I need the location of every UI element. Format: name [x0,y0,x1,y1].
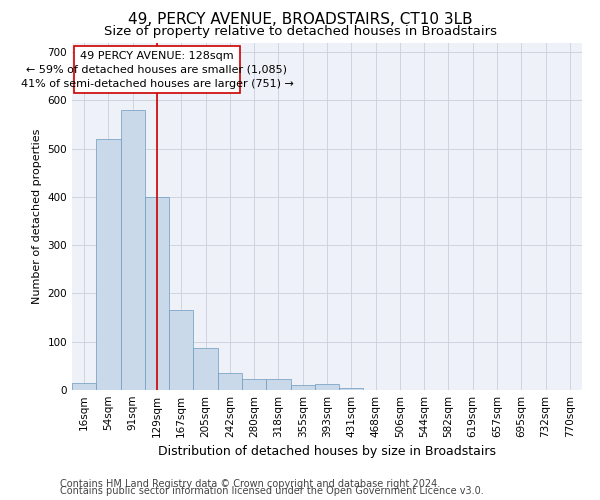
Bar [242,380,266,390]
Bar [72,383,96,390]
Y-axis label: Number of detached properties: Number of detached properties [32,128,42,304]
Text: Contains HM Land Registry data © Crown copyright and database right 2024.: Contains HM Land Registry data © Crown c… [60,479,440,489]
Bar [169,310,193,390]
Bar [145,197,169,390]
Bar [193,348,218,390]
X-axis label: Distribution of detached houses by size in Broadstairs: Distribution of detached houses by size … [158,446,496,458]
Bar [290,384,315,390]
Text: 49 PERCY AVENUE: 128sqm
← 59% of detached houses are smaller (1,085)
41% of semi: 49 PERCY AVENUE: 128sqm ← 59% of detache… [20,51,293,89]
FancyBboxPatch shape [74,46,239,93]
Bar [315,384,339,390]
Bar [266,380,290,390]
Text: 49, PERCY AVENUE, BROADSTAIRS, CT10 3LB: 49, PERCY AVENUE, BROADSTAIRS, CT10 3LB [128,12,472,28]
Bar [96,139,121,390]
Bar [121,110,145,390]
Bar [218,373,242,390]
Bar [339,388,364,390]
Text: Contains public sector information licensed under the Open Government Licence v3: Contains public sector information licen… [60,486,484,496]
Text: Size of property relative to detached houses in Broadstairs: Size of property relative to detached ho… [104,25,497,38]
